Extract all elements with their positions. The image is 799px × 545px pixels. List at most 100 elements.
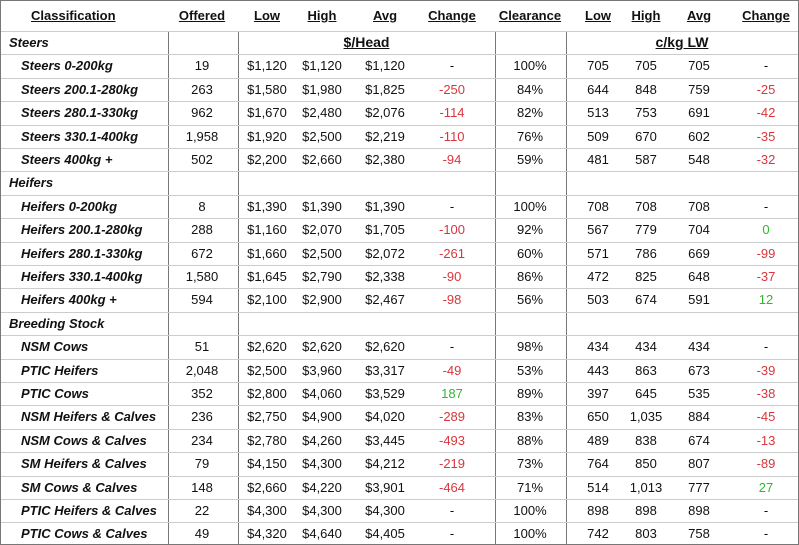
change-cell: -	[449, 58, 455, 74]
cell: $2,480	[302, 105, 342, 121]
column-header: Low	[585, 8, 611, 23]
cell: $2,620	[247, 339, 287, 355]
cell: $2,790	[302, 269, 342, 284]
cell: 82%	[516, 105, 544, 121]
cell: 434	[587, 339, 609, 355]
cell: $1,390	[302, 198, 342, 214]
cell: 148	[191, 479, 213, 495]
cell: $2,500	[247, 362, 287, 378]
cell: $4,320	[247, 526, 287, 542]
change-cell: -	[763, 198, 769, 214]
change-cell: -90	[442, 269, 462, 284]
cell: $4,300	[302, 503, 342, 518]
change-cell: -39	[756, 362, 776, 378]
row-border	[1, 265, 798, 266]
cell: $2,660	[247, 479, 287, 495]
cell: 22	[194, 503, 210, 518]
change-cell: -35	[756, 128, 776, 144]
row-label: SM Cows & Calves	[21, 479, 138, 495]
change-cell: -114	[439, 105, 465, 121]
change-cell: -94	[442, 152, 462, 167]
cell: 481	[587, 152, 609, 167]
row-label: Heifers 0-200kg	[21, 198, 118, 214]
change-cell: -	[449, 339, 455, 355]
change-cell: -25	[756, 81, 776, 97]
row-border	[1, 522, 798, 524]
cell: 92%	[516, 222, 544, 238]
row-label: Steers 330.1-400kg	[21, 128, 139, 144]
group-label: Breeding Stock	[9, 315, 105, 331]
cell: $1,645	[247, 269, 287, 284]
row-border	[1, 311, 798, 313]
cell: 786	[635, 245, 657, 261]
change-cell: -	[449, 198, 455, 214]
cell: $1,390	[365, 198, 405, 214]
column-header: Change	[742, 8, 790, 23]
row-border	[1, 428, 798, 430]
cell: $2,100	[247, 292, 287, 308]
cell: 673	[688, 362, 710, 378]
cell: $3,901	[365, 479, 405, 495]
cell: 758	[688, 526, 710, 542]
row-border	[1, 101, 798, 103]
cell: $4,212	[365, 456, 405, 472]
cell: $4,220	[302, 479, 342, 495]
change-cell: 12	[758, 292, 774, 308]
cell: 759	[688, 81, 710, 97]
change-cell: -250	[438, 81, 466, 97]
cell: 898	[587, 503, 609, 518]
cell: $3,529	[365, 386, 405, 401]
row-border	[1, 241, 798, 243]
cell: 100%	[513, 503, 547, 518]
cell: 674	[688, 432, 710, 448]
change-cell: -493	[438, 432, 466, 448]
cell: $3,317	[365, 362, 405, 378]
change-cell: -32	[756, 152, 776, 167]
row-label: NSM Cows	[21, 339, 89, 355]
change-cell: -99	[756, 245, 776, 261]
cell: $3,445	[365, 432, 405, 448]
cell: 434	[688, 339, 710, 355]
cell: 514	[587, 479, 609, 495]
row-label: Heifers 400kg +	[21, 292, 117, 308]
change-cell: -42	[756, 105, 776, 121]
cell: 73%	[516, 456, 544, 472]
cell: 502	[191, 152, 213, 167]
cell: 49	[194, 526, 210, 542]
cell: $2,620	[365, 339, 405, 355]
cell: $2,780	[247, 432, 287, 448]
cell: $1,825	[365, 81, 405, 97]
column-header: High	[307, 8, 337, 23]
cell: $2,750	[247, 409, 287, 425]
column-header: Offered	[178, 8, 226, 23]
cell: 838	[635, 432, 657, 448]
cell: 443	[587, 362, 609, 378]
cell: 53%	[516, 362, 544, 378]
cell: $2,200	[247, 152, 287, 167]
change-cell: -464	[438, 479, 466, 495]
cell: 98%	[516, 339, 544, 355]
cell: $2,620	[302, 339, 342, 355]
change-cell: -38	[756, 386, 776, 401]
change-cell: -	[763, 526, 769, 542]
cell: 648	[688, 269, 710, 284]
cell: 645	[635, 386, 657, 401]
change-cell: -98	[442, 292, 462, 308]
row-label: PTIC Heifers	[21, 362, 99, 378]
change-cell: -	[449, 503, 455, 518]
row-border	[1, 218, 798, 220]
row-border	[1, 54, 798, 56]
cell: 672	[191, 245, 213, 261]
cell: 708	[688, 198, 710, 214]
cell: 777	[688, 479, 710, 495]
cell: 84%	[516, 81, 544, 97]
cell: $1,580	[247, 81, 287, 97]
change-cell: 187	[441, 386, 463, 401]
cell: 825	[635, 269, 657, 284]
cell: $2,338	[365, 269, 405, 284]
change-cell: -	[763, 58, 769, 74]
cell: 509	[587, 128, 609, 144]
change-cell: -	[763, 503, 769, 518]
row-border	[1, 452, 798, 454]
